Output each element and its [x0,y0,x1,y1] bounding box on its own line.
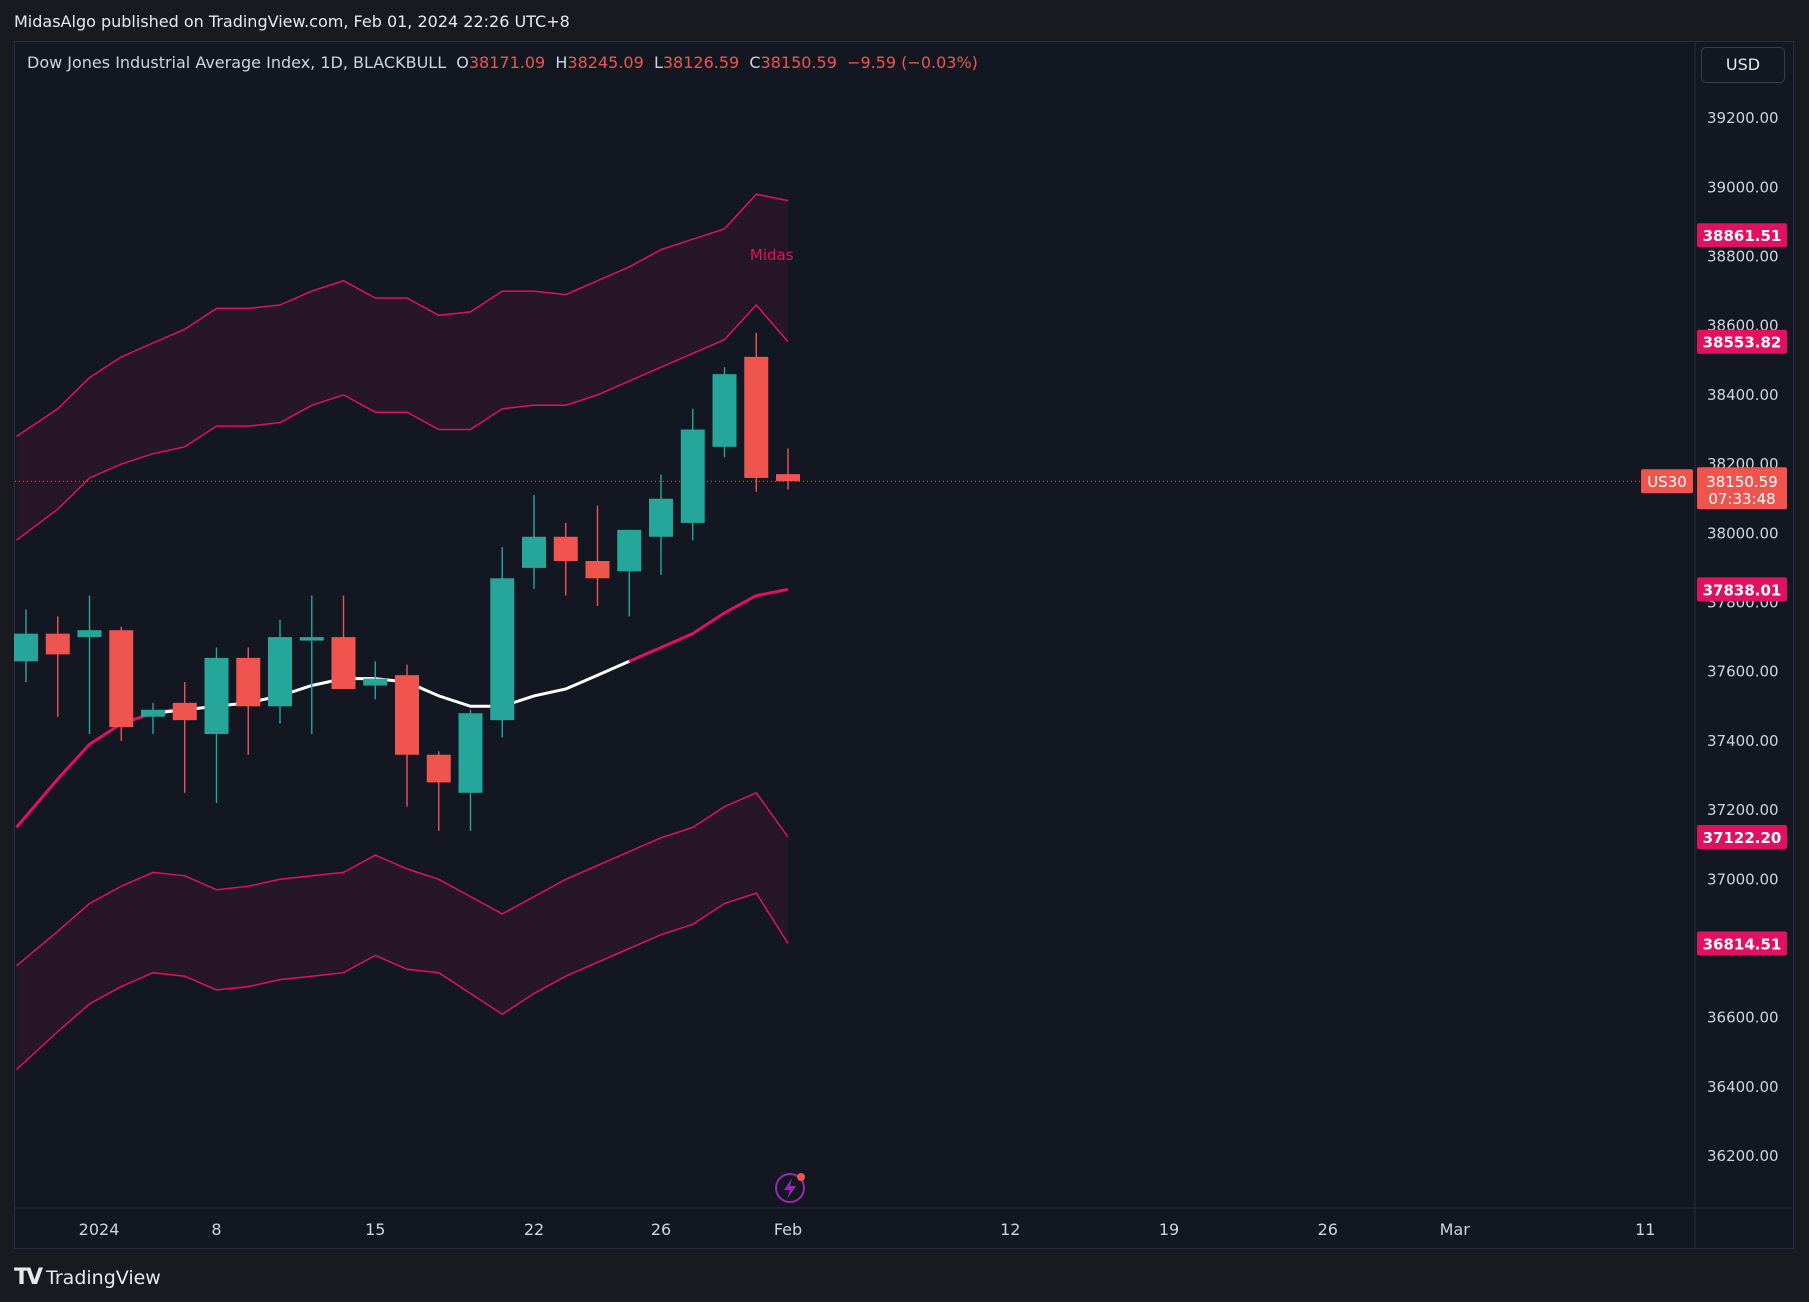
candle-body [45,633,70,655]
candle-body [426,754,451,783]
price-label-badge [1697,825,1787,850]
candle-body [363,678,388,686]
last-price-text: 38150.59 [1706,473,1778,491]
y-tick-label: 37600.00 [1707,663,1779,681]
x-tick-label: 19 [1159,1220,1179,1239]
y-tick-label: 37200.00 [1707,801,1779,819]
legend-open-label: O [456,53,469,72]
y-tick-label: 38400.00 [1707,386,1779,404]
upper-band-fill [16,194,788,541]
y-tick-label: 39000.00 [1707,178,1779,196]
lower-band-inner-line [16,791,789,967]
x-tick-label: 26 [651,1220,671,1239]
y-tick-label: 36600.00 [1707,1009,1779,1027]
tradingview-logo-icon: TV [14,1265,43,1290]
price-label-badge [1697,329,1787,354]
symbol-legend: Dow Jones Industrial Average Index, 1D, … [27,53,978,72]
candle-body [395,675,419,755]
candle-body [553,536,578,561]
legend-close-label: C [749,53,761,72]
legend-close-value: 38150.59 [760,53,837,72]
upper-band-inner-line [16,303,789,541]
price-label-badge [1697,223,1787,248]
price-label-layer: 38861.51 38553.82 37838.01 37122.20 36814.51… [775,223,1787,1203]
legend-high-value: 38245.09 [567,53,644,72]
notification-dot-icon [797,1173,805,1181]
candle-body [617,529,642,572]
lightning-icon[interactable] [775,1173,805,1203]
price-label-text: 38861.51 [1703,227,1782,245]
currency-button[interactable]: USD [1701,47,1785,83]
candle-body [77,630,102,638]
symbol-tag-text: US30 [1647,473,1687,491]
candle-body [331,637,356,690]
y-tick-label: 37400.00 [1707,732,1779,750]
y-tick-label: 38000.00 [1707,524,1779,542]
y-tick-label: 36200.00 [1707,1147,1779,1165]
x-tick-label: 15 [365,1220,385,1239]
legend-symbol: Dow Jones Industrial Average Index, 1D, … [27,53,447,72]
symbol-tag-badge [1641,469,1693,494]
lower-band-fill [16,792,788,1070]
band-label: Midas [750,246,794,264]
countdown-text: 07:33:48 [1708,490,1775,508]
candle-body [680,429,705,523]
candle-body [14,633,38,662]
x-tick-label: 22 [524,1220,544,1239]
x-tick-label: Feb [774,1220,802,1239]
legend-high-label: H [555,53,568,72]
candle-body [522,536,546,568]
tradingview-brand[interactable]: TV TradingView [14,1265,161,1290]
x-tick-label: 26 [1318,1220,1338,1239]
x-tick-label: Mar [1440,1220,1471,1239]
price-label-text: 37838.01 [1703,581,1782,599]
plot-background [15,42,1695,1208]
y-tick-label: 38800.00 [1707,248,1779,266]
candle-body [585,560,610,579]
candle-body [776,474,800,482]
candle-body [490,578,515,721]
price-label-badge [1697,577,1787,602]
candle-layer [14,332,800,831]
legend-low-label: L [653,53,663,72]
line-layer: Midas [15,193,1695,1071]
candle-body [458,713,483,793]
vwap-continuation-line [628,587,789,663]
legend-change: −9.59 (−0.03%) [847,53,978,72]
price-label-badge [1697,931,1787,956]
publisher-line: MidasAlgo published on TradingView.com, … [14,12,570,31]
candle-body [649,498,673,537]
candle-body [109,630,134,728]
x-tick-label: 12 [1000,1220,1020,1239]
x-tick-label: 11 [1635,1220,1655,1239]
candle-body [141,709,165,717]
upper-band-outer-line [16,193,789,438]
brand-name: TradingView [46,1266,161,1289]
price-label-text: 37122.20 [1703,829,1782,847]
x-tick-label: 2024 [79,1220,120,1239]
candle-body [744,356,769,478]
price-label-text: 36814.51 [1703,935,1782,953]
candle-body [712,374,737,447]
band-layer [15,42,1695,1208]
y-tick-label: 37000.00 [1707,870,1779,888]
candle-body [172,702,197,721]
y-tick-label: 36400.00 [1707,1078,1779,1096]
price-axis-background [1695,42,1792,1208]
legend-open-value: 38171.09 [468,53,546,72]
lightning-bolt-icon [784,1178,796,1199]
candle-body [268,637,292,707]
candle-body [236,657,261,707]
y-tick-label: 39200.00 [1707,109,1779,127]
candle-body [204,657,229,734]
legend-low-value: 38126.59 [662,53,740,72]
x-tick-label: 8 [211,1220,221,1239]
lower-band-outer-line [15,892,789,1071]
last-price-badge [1697,467,1787,510]
price-label-text: 38553.82 [1703,334,1782,352]
vwap-line [152,659,630,715]
candle-body [299,637,324,641]
